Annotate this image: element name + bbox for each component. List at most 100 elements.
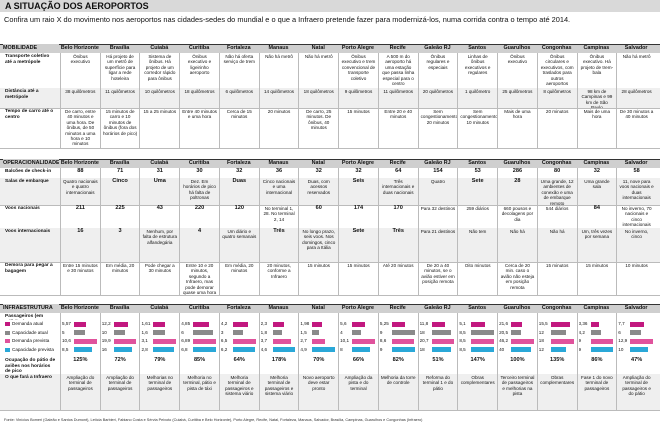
bar-label: 12 — [538, 329, 544, 335]
row-stripe — [0, 88, 660, 108]
section-header-bar — [0, 159, 660, 168]
section-title: MOBILIDADE — [3, 44, 59, 53]
cell: Não há — [536, 228, 577, 262]
bar-label: 4,2 — [220, 321, 228, 326]
row-label: Passageiros (em milhões) — [5, 314, 44, 320]
row-label: Tempo de carro até o centro — [5, 109, 54, 120]
cell: Fase 1 do novo terminal de passageiros — [576, 374, 617, 410]
bar — [431, 347, 452, 352]
cell: Não há metrô — [616, 53, 656, 88]
cell: 15 minutos — [298, 262, 338, 295]
bar — [391, 321, 406, 327]
bar-label: 6 — [181, 329, 184, 335]
bar-label: 46,2 — [499, 338, 509, 343]
cell-border — [99, 313, 140, 357]
cell: Cerca de 15 minutos — [218, 108, 259, 148]
cell: 64 — [377, 168, 418, 178]
bar — [431, 321, 445, 327]
cell: 147% — [457, 357, 497, 374]
cell: 18 quilômetros — [298, 88, 338, 108]
bar — [352, 338, 375, 344]
cell: 10 minutos — [616, 262, 656, 295]
cell: Entre 10 e 20 minutos, segundo a Infraer… — [179, 262, 219, 295]
row-label: Distância até a metrópole — [5, 89, 39, 100]
cell: 15 minutos — [576, 262, 617, 295]
bar — [511, 338, 534, 344]
cell: Quatro — [417, 178, 458, 205]
cell: No inverno, 70 nacionais e cinco interna… — [616, 205, 656, 228]
cell: Obras complementares — [536, 374, 577, 410]
cell: 84 — [576, 205, 617, 228]
cell: 174 — [338, 205, 378, 228]
legend-label: Demanda atual — [12, 321, 44, 326]
bar-label: 8,5 — [62, 346, 69, 352]
cell: 71 — [99, 168, 140, 178]
cell: Melhoria no terminal, pátio e pista de t… — [179, 374, 219, 410]
bar — [312, 347, 336, 352]
column-header: Curitiba — [188, 305, 210, 311]
cell-border — [179, 313, 219, 357]
cell: Melhoria da torre de controle — [377, 374, 418, 410]
bar-label: 5,1 — [459, 321, 466, 326]
bar — [511, 347, 531, 352]
cell-border — [139, 313, 179, 357]
cell: Ampliação do terminal de passageiros — [60, 374, 100, 410]
cell: 20 minutos, conforme a Infraero — [258, 262, 299, 295]
cell: Uma grande sala — [576, 178, 617, 205]
column-header: Campinas — [583, 160, 610, 166]
bar-label: 3,1 — [141, 338, 148, 343]
column-header: Porto Alegre — [341, 45, 375, 51]
column-header: Belo Horizonte — [60, 45, 99, 51]
cell: De carro, 25 minutos. De ônibus, 40 minu… — [298, 108, 338, 148]
row-rule — [0, 373, 660, 374]
column-header: Belo Horizonte — [60, 305, 99, 311]
bar-label: 1,8 — [260, 329, 268, 335]
cell: Mais de uma hora — [576, 108, 617, 148]
bar-label: 6,8 — [181, 346, 188, 352]
cell: 28 quilômetros — [616, 88, 656, 108]
bar-label: 40 — [499, 346, 505, 352]
cell: Não há metrô — [258, 53, 299, 88]
bar-label: 21,6 — [499, 321, 509, 326]
cell: Ampliação da pista e do terminal — [338, 374, 378, 410]
cell: Sem congestionamento, 20 minutos — [417, 108, 457, 148]
cell: No inverno, cinco — [616, 228, 656, 262]
bar-label: 10 — [101, 329, 107, 335]
cell: Novo aeroporto deve estar pronto — [298, 374, 338, 410]
cell: Linhas de ônibus executivos e regulares — [457, 53, 497, 88]
cell: Uma — [139, 178, 179, 205]
column-header: Brasília — [109, 160, 130, 166]
row-rule — [0, 107, 660, 108]
cell: Melhoria terminal de passageiros e siste… — [258, 374, 299, 410]
row-label: O que fará a Infraero — [5, 375, 52, 380]
column-header: Brasília — [109, 45, 130, 51]
cell: 11 quilômetros — [99, 88, 140, 108]
cell: Um, três vezes por semana — [576, 228, 617, 262]
bar — [312, 330, 320, 335]
bar-label: 2,8 — [141, 346, 148, 352]
cell-border — [258, 313, 299, 357]
bar-label: 8,5 — [459, 329, 466, 335]
bar-label: 2,3 — [260, 321, 268, 326]
row-label: Voos nacionais — [5, 206, 40, 211]
column-header: Natal — [311, 160, 325, 166]
cell: Obras complementares — [457, 374, 497, 410]
column-header: Recife — [389, 305, 406, 311]
cell: Seis — [338, 178, 378, 205]
cell: Em média, 20 minutos — [99, 262, 140, 295]
cell: Oito minutos — [457, 262, 497, 295]
bar — [391, 338, 414, 344]
cell: Não há oferta serviço de trem — [218, 53, 259, 88]
cell: Melhoria terminal de passageiros e siste… — [218, 374, 259, 410]
bar-label: 8,5 — [459, 338, 466, 343]
cell: Para 21 destinos — [417, 228, 458, 262]
cell: 20 quilômetros — [417, 88, 458, 108]
cell: 225 — [99, 205, 140, 228]
cell: 660 pousos e decolagens por dia — [497, 205, 537, 228]
bar-label: 5 — [62, 329, 65, 335]
cell: Sem congestionamento, 10 minutos — [457, 108, 497, 148]
legend-swatch — [5, 339, 10, 343]
bar — [153, 338, 177, 344]
legend-label: Capacidade prevista — [12, 346, 54, 352]
